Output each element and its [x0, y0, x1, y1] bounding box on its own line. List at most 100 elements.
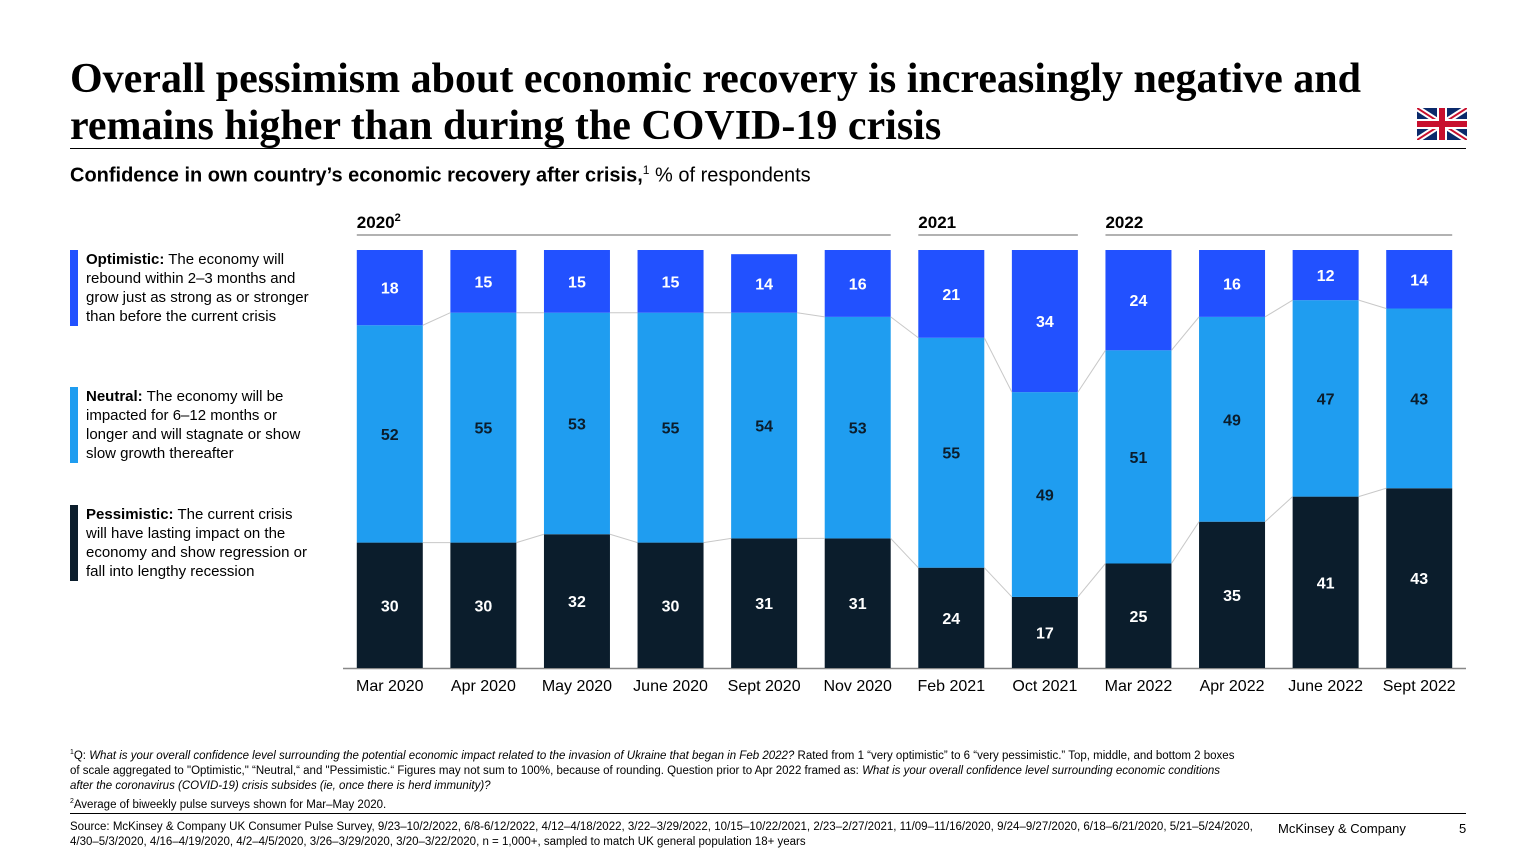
title-rule — [70, 148, 1466, 149]
connector — [890, 316, 919, 339]
uk-flag — [1417, 108, 1467, 140]
subtitle-bold: Confidence in own country’s economic rec… — [70, 164, 643, 187]
data-label: 55 — [942, 446, 960, 463]
period-label-text: 2021 — [918, 213, 956, 232]
bar-segment — [356, 325, 423, 543]
x-tick-label: Apr 2022 — [1200, 678, 1265, 695]
x-tick-label: Sept 2022 — [1383, 678, 1456, 695]
bar-segment — [1292, 300, 1359, 497]
bar-segment — [450, 312, 517, 543]
data-label: 17 — [1036, 625, 1054, 642]
connector — [1077, 563, 1106, 598]
data-label: 55 — [662, 421, 680, 438]
bar-segment — [918, 567, 985, 668]
x-tick-label: June 2022 — [1288, 678, 1363, 695]
legend-swatch — [70, 387, 78, 463]
brand: McKinsey & Company — [1278, 821, 1406, 836]
period-label-text: 2020 — [357, 213, 395, 232]
title: Overall pessimism about economic recover… — [70, 56, 1361, 149]
connector — [609, 533, 638, 544]
footer-rule — [70, 813, 1466, 814]
data-label: 21 — [942, 287, 960, 304]
bar-segment — [1199, 250, 1266, 317]
data-label: 25 — [1130, 609, 1148, 626]
data-label: 34 — [1036, 314, 1054, 331]
footnotes: 1Q: What is your overall confidence leve… — [70, 745, 1240, 813]
data-label: 14 — [755, 276, 773, 293]
subtitle-unit: % of respondents — [655, 164, 811, 187]
x-tick-label: Feb 2021 — [917, 678, 985, 695]
connector — [1171, 316, 1200, 351]
data-label: 35 — [1223, 588, 1241, 605]
bar-segment — [731, 538, 798, 668]
connector — [703, 537, 732, 544]
data-label: 24 — [1130, 293, 1148, 310]
data-label: 53 — [849, 421, 867, 438]
bar-segment — [1199, 316, 1266, 522]
data-label: 15 — [662, 274, 680, 291]
data-label: 52 — [381, 427, 399, 444]
bar-segment — [1386, 250, 1453, 309]
period-label: 20202 — [357, 212, 401, 232]
data-label: 51 — [1130, 450, 1148, 467]
data-label: 47 — [1317, 391, 1335, 408]
data-label: 32 — [568, 594, 586, 611]
connector — [797, 312, 825, 318]
bar-segment — [1386, 488, 1453, 668]
data-label: 30 — [381, 598, 399, 615]
legend-description: The economy will be impacted for 6–12 mo… — [86, 388, 301, 462]
connector — [1358, 299, 1387, 309]
bar-segment — [824, 316, 891, 539]
bar-segment — [356, 250, 423, 326]
data-label: 55 — [474, 421, 492, 438]
bar-segment — [824, 250, 891, 317]
bar-segment — [543, 250, 610, 313]
page-number: 5 — [1459, 821, 1467, 836]
period-label: 2022 — [1105, 213, 1143, 232]
footnote-marker: 1 — [642, 163, 650, 177]
bar-segment — [637, 542, 704, 668]
x-tick-label: Nov 2020 — [823, 678, 892, 695]
bar-segment — [543, 534, 610, 668]
bar-segment — [637, 312, 704, 543]
x-tick-label: May 2020 — [542, 678, 612, 695]
footnote-marker: 2 — [70, 797, 74, 805]
connector — [983, 337, 1013, 393]
data-label: 16 — [1223, 276, 1241, 293]
data-label: 43 — [1410, 571, 1428, 588]
bar-segment — [1105, 250, 1172, 351]
x-tick-label: Oct 2021 — [1012, 678, 1077, 695]
legend-item: Neutral: The economy will be impacted fo… — [70, 387, 310, 463]
connector — [1358, 487, 1387, 498]
data-label: 31 — [849, 596, 867, 613]
x-tick-label: Sept 2020 — [728, 678, 801, 695]
legend-text: Pessimistic: The current crisis will hav… — [86, 505, 310, 581]
data-label: 24 — [942, 611, 960, 628]
footnote-marker: 1 — [70, 749, 74, 756]
period-label-text: 2022 — [1105, 213, 1143, 232]
footnote-text: What is your overall confidence level su… — [89, 749, 795, 762]
bar-segment — [1386, 308, 1453, 489]
bar-segment — [450, 542, 517, 668]
connector — [890, 538, 919, 569]
x-tick-label: Mar 2022 — [1105, 678, 1173, 695]
bar-segment — [824, 538, 891, 668]
x-tick-label: Apr 2020 — [451, 678, 516, 695]
data-label: 41 — [1317, 575, 1335, 592]
bar-segment — [918, 250, 985, 338]
bar-segment — [543, 312, 610, 535]
bar-segment — [356, 542, 423, 668]
connector — [1264, 496, 1293, 523]
legend-name: Pessimistic: — [86, 506, 174, 523]
bar-segment — [731, 312, 798, 539]
footnote-text: Average of biweekly pulse surveys shown … — [73, 798, 387, 811]
legend-text: Neutral: The economy will be impacted fo… — [86, 387, 310, 463]
data-label: 54 — [755, 419, 773, 436]
bar-segment — [637, 250, 704, 313]
subtitle: Confidence in own country’s economic rec… — [70, 163, 811, 188]
legend-swatch — [70, 505, 78, 581]
legend-text: Optimistic: The economy will rebound wit… — [86, 250, 310, 326]
period-label: 2021 — [918, 213, 956, 232]
bar-segment — [731, 254, 798, 313]
data-label: 30 — [662, 598, 680, 615]
